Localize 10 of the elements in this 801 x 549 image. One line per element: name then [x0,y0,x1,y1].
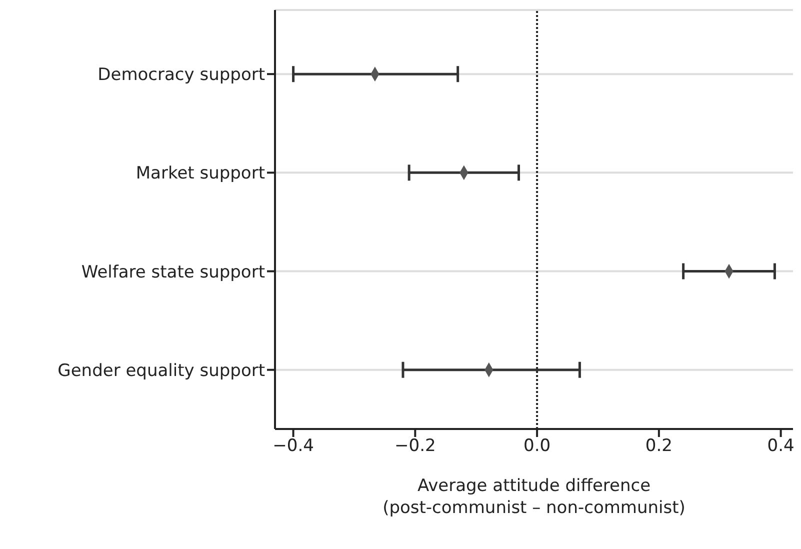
y-tick-label: Welfare state support [81,262,266,282]
x-tick-label: 0.2 [645,436,672,456]
x-axis-title: Average attitude difference (post-communist – non-communist) [382,476,686,518]
y-tick-label: Democracy support [98,65,266,86]
x-tick-label: 0.0 [524,436,551,456]
y-tick-label: Gender equality support [58,360,266,381]
x-tick-label: 0.4 [767,436,794,456]
x-tick-label: −0.4 [272,436,314,456]
y-tick-label: Market support [136,164,266,184]
x-tick-label: −0.2 [394,436,436,456]
